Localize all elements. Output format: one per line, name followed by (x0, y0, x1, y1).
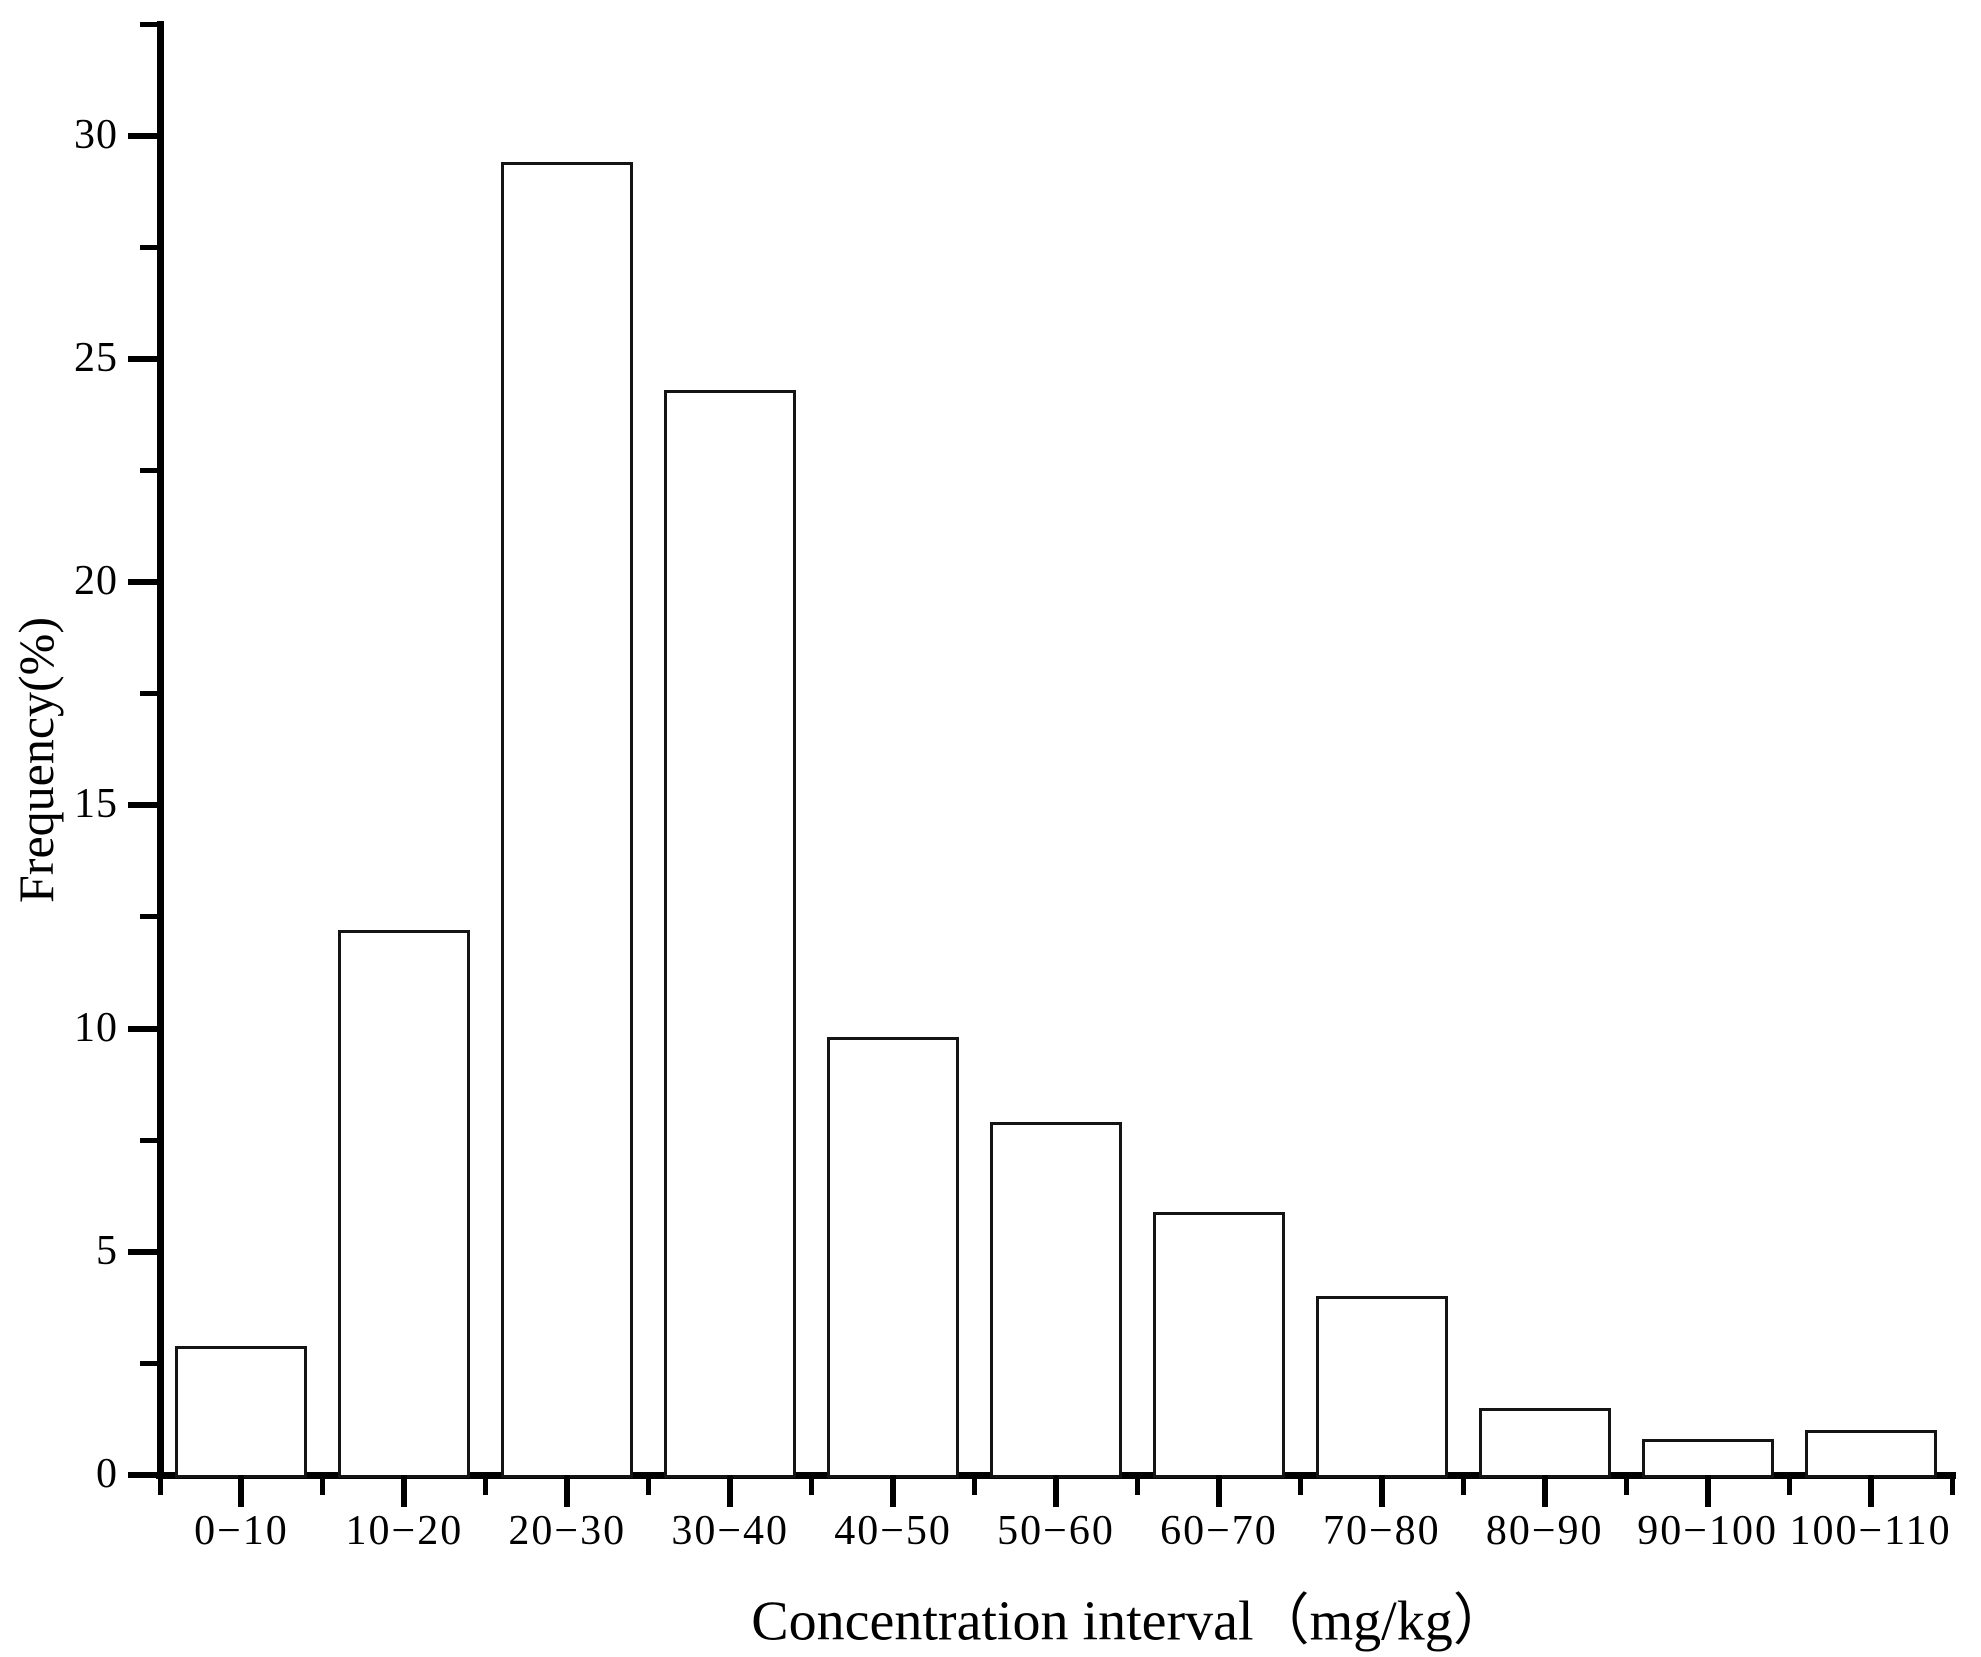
x-major-tick (1053, 1475, 1059, 1507)
y-major-tick (128, 579, 160, 586)
bar (1152, 1211, 1285, 1478)
y-axis-line (156, 21, 164, 1479)
x-major-tick (1541, 1475, 1548, 1507)
x-major-tick (401, 1475, 408, 1507)
x-axis-title: Concentration interval（mg/kg） (751, 1590, 1509, 1653)
x-tick-label: 10−20 (345, 1508, 464, 1554)
x-major-tick (564, 1475, 571, 1507)
bar (1315, 1296, 1448, 1478)
y-minor-tick (140, 914, 160, 920)
y-tick-label: 10 (74, 1004, 118, 1051)
x-tick-label: 90−100 (1637, 1508, 1778, 1554)
x-tick-label: 70−80 (1322, 1508, 1441, 1554)
bar (1641, 1439, 1774, 1478)
y-minor-tick (140, 244, 160, 250)
x-tick-label: 0−10 (194, 1508, 289, 1554)
bar (1478, 1408, 1611, 1478)
y-axis-title: Frequency(%) (8, 617, 64, 903)
y-major-tick (128, 1472, 160, 1478)
x-tick-label: 60−70 (1160, 1508, 1278, 1554)
x-tick-label: 50−60 (997, 1508, 1115, 1554)
x-minor-tick (1134, 1475, 1140, 1495)
bar (1804, 1430, 1937, 1478)
x-tick-label: 80−90 (1485, 1508, 1604, 1554)
y-tick-label: 20 (74, 558, 118, 605)
x-tick-label: 100−110 (1789, 1508, 1952, 1554)
x-tick-label: 30−40 (671, 1508, 790, 1554)
y-minor-tick (140, 691, 160, 697)
bar (827, 1037, 960, 1478)
y-major-tick (128, 802, 160, 809)
bar (990, 1122, 1122, 1478)
x-minor-tick (1460, 1475, 1466, 1495)
y-minor-tick (140, 467, 160, 473)
bar (664, 390, 797, 1478)
x-minor-tick (809, 1475, 815, 1495)
y-tick-label: 0 (96, 1451, 118, 1498)
x-minor-tick (972, 1475, 978, 1495)
bar (338, 930, 471, 1478)
x-major-tick (727, 1475, 734, 1507)
x-major-tick (1867, 1475, 1874, 1507)
y-minor-tick (140, 1137, 160, 1143)
y-tick-label: 25 (74, 334, 118, 381)
x-major-tick (1704, 1475, 1711, 1507)
x-minor-tick (1949, 1475, 1955, 1495)
y-minor-tick (140, 21, 160, 27)
y-major-tick (128, 1248, 160, 1255)
y-tick-label: 5 (96, 1227, 118, 1274)
x-minor-tick (1623, 1475, 1629, 1495)
x-minor-tick (483, 1475, 489, 1495)
y-major-tick (128, 132, 160, 139)
x-major-tick (1215, 1475, 1222, 1507)
x-major-tick (1378, 1475, 1385, 1507)
y-major-tick (128, 355, 160, 362)
x-major-tick (890, 1475, 897, 1507)
x-major-tick (238, 1475, 245, 1507)
y-tick-label: 30 (74, 111, 118, 158)
y-minor-tick (140, 1360, 160, 1366)
x-minor-tick (157, 1475, 163, 1495)
x-minor-tick (1786, 1475, 1792, 1495)
bar (175, 1345, 308, 1478)
x-minor-tick (646, 1475, 652, 1495)
x-minor-tick (320, 1475, 326, 1495)
y-major-tick (128, 1025, 160, 1032)
y-tick-label: 15 (74, 781, 118, 828)
x-tick-label: 40−50 (834, 1508, 952, 1554)
x-tick-label: 20−30 (508, 1508, 627, 1554)
x-minor-tick (1297, 1475, 1303, 1495)
bar (501, 162, 634, 1478)
